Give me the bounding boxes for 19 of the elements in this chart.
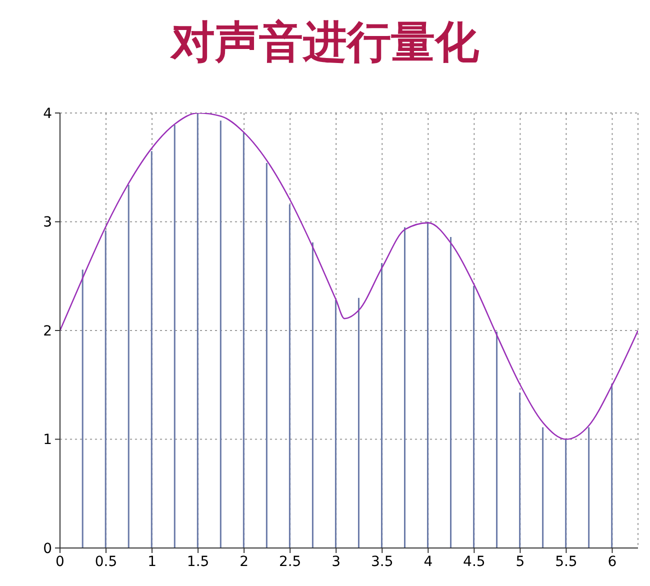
x-tick-label: 5 (516, 554, 525, 570)
y-tick-label: 4 (43, 106, 52, 122)
x-tick-label: 4 (424, 554, 433, 570)
x-tick-label: 0.5 (94, 554, 118, 570)
x-tick-label: 4.5 (463, 554, 486, 570)
y-tick-label: 2 (43, 323, 52, 340)
x-tick-label: 2 (240, 554, 249, 570)
y-tick-label: 1 (43, 432, 52, 448)
x-tick-label: 1.5 (186, 554, 210, 570)
x-tick-label: 5.5 (555, 554, 578, 570)
chart-title: 对声音进行量化 (169, 16, 480, 70)
x-tick-label: 3.5 (371, 554, 394, 570)
y-tick-label: 0 (43, 540, 52, 557)
x-tick-label: 3 (332, 554, 341, 570)
y-tick-label: 3 (43, 214, 52, 231)
x-tick-label: 6 (608, 554, 617, 570)
x-tick-label: 2.5 (278, 554, 302, 570)
x-tick-label: 0 (56, 554, 64, 570)
x-tick-label: 1 (148, 554, 156, 570)
